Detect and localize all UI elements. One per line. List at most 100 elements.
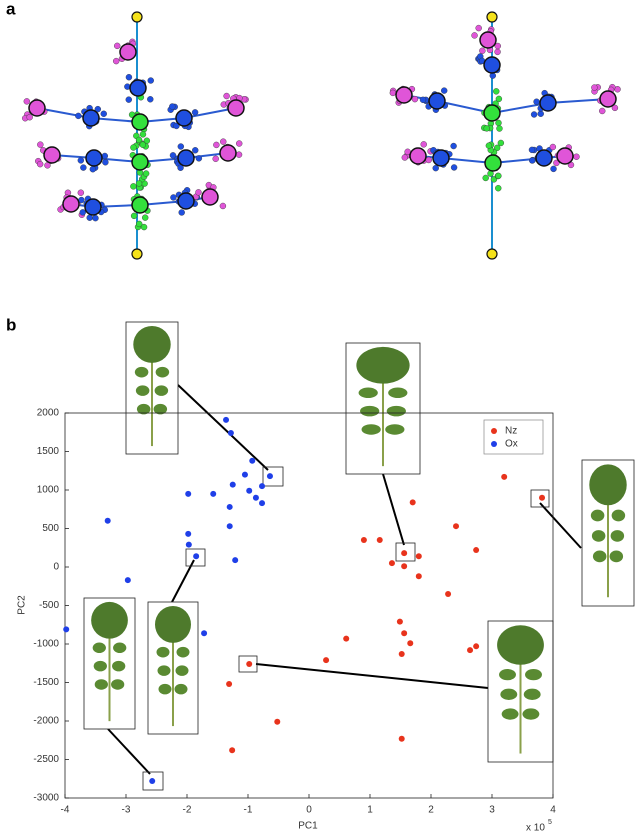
sample-dot (599, 107, 606, 115)
landmark (395, 86, 413, 104)
sample-dot (450, 164, 458, 171)
leaflet (523, 688, 541, 700)
leaf-callouts (83, 321, 635, 791)
sample-dot (130, 144, 137, 151)
landmark (131, 196, 149, 214)
x-tick-label: 2 (428, 805, 434, 816)
landmark (175, 109, 193, 127)
legend-label: Ox (505, 439, 518, 450)
landmark (556, 147, 574, 165)
sample-dot (440, 87, 448, 94)
y-tick-label: -1000 (33, 639, 59, 650)
point (445, 590, 452, 597)
point (226, 523, 233, 530)
leaflet (113, 642, 127, 654)
point (473, 547, 480, 554)
sample-dot (479, 47, 486, 54)
sample-dot (591, 84, 598, 91)
callout-link (107, 728, 151, 775)
leaflet (611, 509, 626, 522)
sample-dot (135, 136, 143, 144)
point (396, 618, 403, 625)
landmark (84, 198, 102, 216)
sample-dot (130, 183, 137, 190)
leaflet (610, 530, 625, 542)
landmark (432, 149, 450, 167)
legend-marker (491, 441, 497, 447)
point (501, 473, 508, 480)
landmark (119, 43, 137, 61)
leaflet (155, 366, 170, 378)
leaflet (388, 387, 408, 399)
sample-dot (36, 160, 44, 168)
landmark (484, 154, 502, 172)
callout-marker (185, 548, 206, 567)
sample-dot (191, 109, 199, 116)
point (376, 537, 383, 544)
landmark (129, 79, 147, 97)
point (185, 490, 192, 497)
point (274, 718, 281, 725)
callout-link (171, 559, 195, 603)
point (407, 640, 414, 647)
landmark (599, 90, 617, 108)
sample-dot (411, 95, 419, 103)
sample-dot (114, 42, 121, 50)
sample-dot (142, 170, 150, 177)
sample-dot (79, 209, 86, 216)
point (360, 537, 367, 544)
point (266, 473, 273, 480)
callout-marker (142, 771, 164, 791)
y-tick-label: 500 (42, 523, 59, 534)
leaflet (94, 679, 108, 690)
y-tick-label: -3000 (33, 793, 59, 804)
leaflet (360, 405, 380, 417)
landmark (28, 99, 46, 117)
sample-dot (496, 125, 503, 132)
point (398, 735, 405, 742)
sample-dot (169, 103, 176, 110)
leaf-blade (155, 605, 191, 643)
landmark (539, 94, 557, 112)
point (473, 643, 480, 650)
point (227, 430, 234, 437)
point (246, 661, 253, 668)
sample-dot (170, 194, 177, 201)
sample-dot (485, 142, 493, 149)
leaflet (525, 668, 542, 681)
sample-dot (212, 155, 219, 162)
y-tick-label: -2000 (33, 716, 59, 727)
x-tick-label: 0 (306, 805, 312, 816)
landmark (82, 109, 100, 127)
sample-dot (102, 159, 109, 166)
sample-dot (528, 157, 536, 164)
leaflet (92, 642, 106, 654)
leaflet (358, 387, 378, 399)
point (223, 416, 230, 423)
sample-dot (178, 209, 185, 216)
point (201, 630, 208, 637)
x-scale-exponent: 5 (548, 819, 552, 826)
sample-dot (77, 157, 85, 164)
sample-dot (549, 143, 557, 151)
leaflet (134, 366, 149, 378)
leaflet (111, 679, 125, 690)
sample-dot (495, 119, 502, 127)
sample-dot (125, 74, 133, 81)
landmark (227, 99, 245, 117)
leaflet (592, 550, 607, 563)
sample-dot (169, 152, 177, 159)
x-axis-label: PC1 (298, 821, 318, 832)
panel-label: a (6, 0, 16, 18)
callout-marker (395, 542, 416, 562)
point (415, 553, 422, 560)
x-tick-label: -3 (122, 805, 131, 816)
sample-dot (147, 96, 154, 103)
leaflet (158, 683, 172, 695)
landmark-diagram (22, 11, 621, 260)
leaflet (522, 708, 540, 720)
x-scale-label: x 10 (526, 823, 545, 834)
x-tick-label: 3 (489, 805, 495, 816)
point (453, 523, 460, 530)
sample-dot (195, 155, 203, 162)
